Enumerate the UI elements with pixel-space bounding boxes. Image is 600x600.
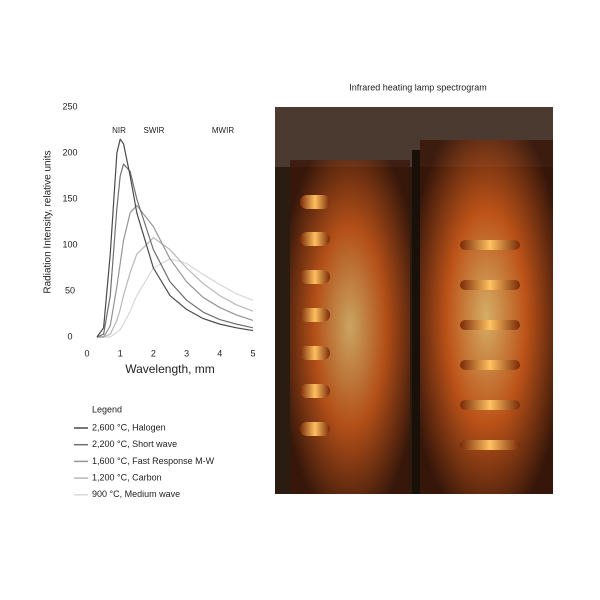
band-label: MWIR bbox=[212, 126, 234, 135]
series-line bbox=[96, 204, 254, 338]
legend-label: 2,600 °C, Halogen bbox=[92, 422, 166, 432]
series-line bbox=[96, 138, 254, 338]
y-tick-label: 50 bbox=[65, 285, 75, 295]
y-tick-label: 250 bbox=[62, 101, 77, 111]
y-axis-label: Radiation Intensity, relative units bbox=[43, 150, 54, 293]
legend-label: 1,600 °C, Fast Response M-W bbox=[92, 456, 215, 466]
band-label: SWIR bbox=[144, 126, 165, 135]
legend-label: 2,200 °C, Short wave bbox=[92, 439, 177, 449]
legend-title: Legend bbox=[92, 404, 122, 414]
y-tick-label: 0 bbox=[67, 331, 72, 341]
legend-label: 1,200 °C, Carbon bbox=[92, 472, 162, 482]
y-tick-label: 150 bbox=[62, 193, 77, 203]
x-tick-label: 3 bbox=[184, 348, 189, 358]
y-tick-label: 100 bbox=[62, 239, 77, 249]
series-line bbox=[96, 258, 254, 338]
photo bbox=[275, 107, 553, 494]
legend-label: 900 °C, Medium wave bbox=[92, 489, 180, 499]
x-axis-label: Wavelength, mm bbox=[125, 362, 215, 376]
x-tick-label: 1 bbox=[118, 348, 123, 358]
series-line bbox=[96, 163, 254, 338]
x-tick-label: 5 bbox=[250, 348, 255, 358]
series-line bbox=[96, 237, 254, 338]
x-tick-label: 4 bbox=[217, 348, 222, 358]
band-label: NIR bbox=[112, 126, 126, 135]
x-tick-label: 0 bbox=[84, 348, 89, 358]
x-tick-label: 2 bbox=[151, 348, 156, 358]
chart-title: Infrared heating lamp spectrogram bbox=[349, 82, 487, 92]
y-tick-label: 200 bbox=[62, 147, 77, 157]
